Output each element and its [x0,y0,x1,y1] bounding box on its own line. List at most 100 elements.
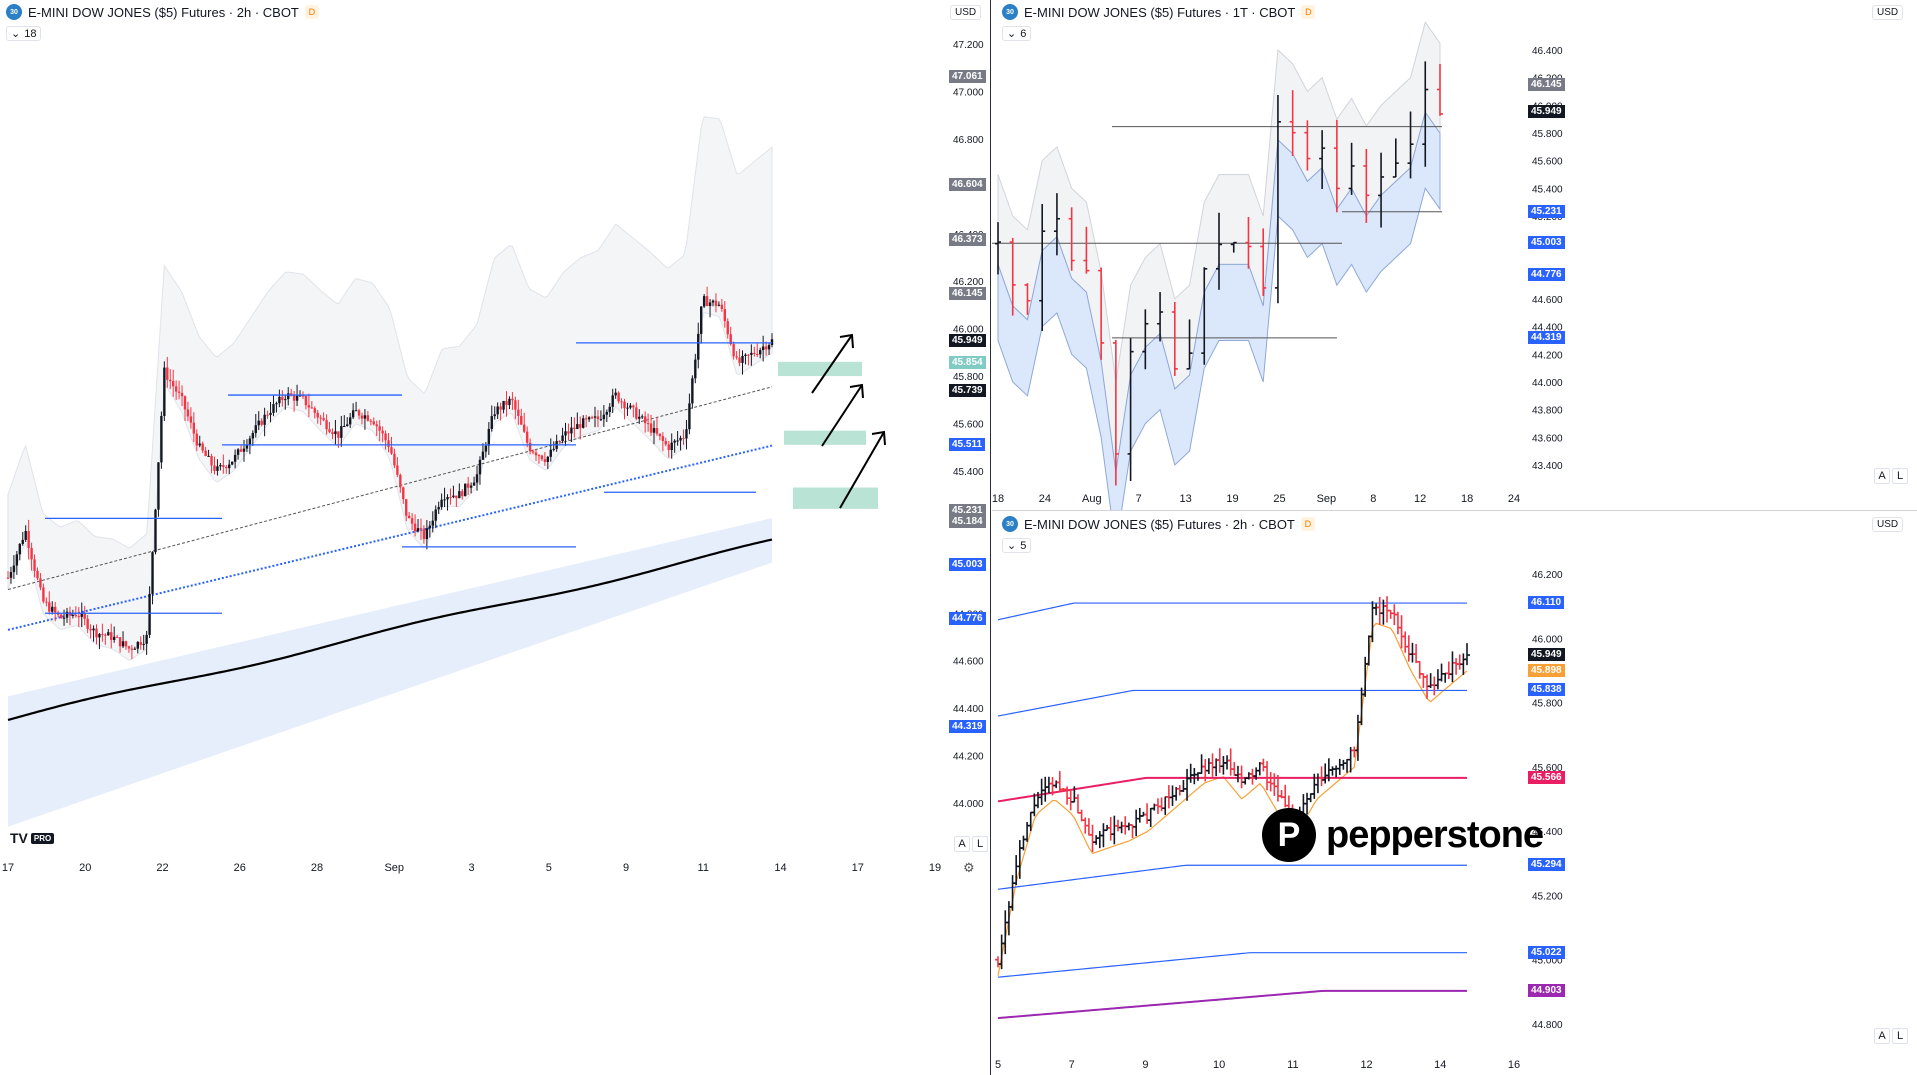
candle [567,431,570,434]
y-tick-label: 45.200 [1532,891,1563,902]
y-tick-label: 45.800 [1532,129,1563,140]
left-chart-pane[interactable]: 47.20047.00046.80046.60046.40046.20046.0… [0,0,991,1075]
currency-selector[interactable]: USD [950,5,982,20]
log-scale-button[interactable]: L [972,836,988,852]
y-tick-label: 45.400 [1532,184,1563,195]
currency-selector[interactable]: USD [1872,5,1904,20]
candle [36,570,39,579]
candle [407,515,411,519]
top-right-chart-title[interactable]: E-MINI DOW JONES ($5) Futures · 1T · CBO… [1024,4,1296,20]
left-chart-canvas[interactable]: 47.20047.00046.80046.60046.40046.20046.0… [0,0,990,1075]
auto-scale-button[interactable]: A [1874,468,1890,484]
candle [484,445,488,452]
indicator-count: 5 [1020,539,1027,552]
x-tick-label: 12 [1360,1059,1372,1071]
bottom-right-chart-title[interactable]: E-MINI DOW JONES ($5) Futures · 2h · CBO… [1024,516,1295,532]
band-line [997,602,1467,621]
x-tick-label: 28 [311,862,323,874]
candle [378,426,381,431]
candle [89,628,92,631]
auto-scale-button[interactable]: A [1874,1028,1890,1044]
candle [596,416,600,420]
candle [228,464,231,469]
candle [30,547,33,560]
candle [729,334,732,345]
candle [543,459,547,462]
x-tick-label: 16 [1508,1059,1520,1071]
left-chart-title[interactable]: E-MINI DOW JONES ($5) Futures · 2h · CBO… [28,4,299,20]
currency-selector[interactable]: USD [1872,517,1904,532]
top-right-chart-pane[interactable]: 46.40046.20046.00045.80045.60045.40045.2… [992,0,1917,511]
candle [549,449,552,457]
candle [590,417,594,419]
gear-icon[interactable]: ⚙ [963,860,975,875]
candle [584,418,588,420]
candle [697,333,700,360]
candle [98,634,101,638]
delayed-data-icon[interactable]: D [304,5,319,19]
band-line [997,952,1467,978]
candle [670,442,673,450]
candle [534,452,538,456]
indicator-toggle[interactable]: ⌄ 18 [6,26,42,41]
candle [508,398,511,405]
moving-average-grey [7,386,773,591]
tradingview-logo: TV PRO [10,830,55,846]
candle [405,499,408,516]
candle [416,528,420,532]
price-tag: 45.566 [1528,770,1565,784]
tradingview-logo-text: TV [10,830,28,846]
candle [564,431,567,436]
chevron-down-icon: ⌄ [11,28,21,40]
arrow-icon [839,431,885,509]
indicator-toggle[interactable]: ⌄ 6 [1002,26,1032,41]
candle [266,414,269,416]
price-tag: 45.231 [1528,204,1565,218]
candle [325,420,328,430]
candle [667,444,670,450]
candle [198,443,201,446]
candle [27,531,30,548]
candle [275,403,278,405]
y-tick-label: 44.000 [1532,378,1563,389]
candle [183,396,187,410]
x-tick-label: 12 [1414,493,1426,505]
candle [396,465,399,475]
candle [759,350,762,355]
candle [443,499,446,501]
candle [222,465,225,467]
candle [242,448,246,452]
candle [531,451,535,453]
auto-scale-button[interactable]: A [954,836,970,852]
candle [257,420,260,426]
candle [12,565,16,573]
price-tag: 45.294 [1528,858,1565,872]
candle [201,443,204,451]
candle [446,497,449,500]
indicator-toggle[interactable]: ⌄ 5 [1002,538,1032,553]
x-tick-label: 17 [2,862,14,874]
candle [452,495,455,498]
candle [313,408,316,413]
candle [304,396,308,406]
candle [124,641,128,647]
candle [623,401,626,409]
top-right-chart-canvas[interactable]: 46.40046.20046.00045.80045.60045.40045.2… [992,0,1917,510]
bottom-right-chart-canvas[interactable]: 46.200 46.000 45.800 45.600 45.400 45.200 45.0… [992,512,1917,1075]
x-tick-label: 17 [852,862,864,874]
candle [381,430,384,434]
candle [726,321,729,335]
x-tick-label: 10 [1213,1059,1225,1071]
candle [343,425,346,427]
band-line [997,689,1467,717]
log-scale-button[interactable]: L [1892,468,1908,484]
candle [233,454,237,462]
candle [458,491,461,499]
bottom-right-chart-pane[interactable]: 46.200 46.000 45.800 45.600 45.400 45.200 45.0… [992,512,1917,1075]
candle [402,487,405,500]
candle [39,578,42,588]
candle [593,416,597,418]
delayed-data-icon[interactable]: D [1301,5,1316,19]
log-scale-button[interactable]: L [1892,1028,1908,1044]
delayed-data-icon[interactable]: D [1300,517,1315,531]
